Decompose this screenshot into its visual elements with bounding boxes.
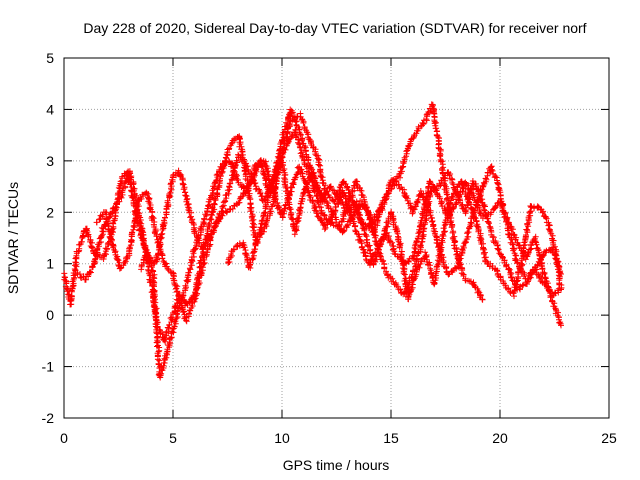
x-axis-label: GPS time / hours <box>283 457 390 473</box>
x-tick-label: 5 <box>169 430 177 446</box>
x-axis-ticks: 0 5 10 15 20 25 <box>60 58 617 446</box>
series-track-3 <box>93 106 564 325</box>
series-track-4 <box>138 157 564 381</box>
marker-trail <box>93 106 564 325</box>
y-tick-label: 3 <box>46 153 54 169</box>
x-tick-label: 25 <box>601 430 617 446</box>
y-axis-label: SDTVAR / TECUs <box>5 182 21 294</box>
y-tick-label: 2 <box>46 204 54 220</box>
marker-trail <box>138 157 564 381</box>
y-tick-label: -1 <box>42 359 55 375</box>
y-tick-label: 5 <box>46 50 54 66</box>
y-tick-label: 1 <box>46 256 54 272</box>
series-track-5 <box>225 159 565 303</box>
data-points <box>61 101 565 381</box>
x-tick-label: 10 <box>274 430 290 446</box>
chart-title: Day 228 of 2020, Sidereal Day-to-day VTE… <box>83 20 586 36</box>
marker-trail <box>225 159 565 303</box>
y-tick-label: -2 <box>42 410 55 426</box>
plot-frame <box>63 57 610 419</box>
y-tick-label: 4 <box>46 101 54 117</box>
x-tick-label: 0 <box>60 430 68 446</box>
y-axis-ticks: -2 -1 0 1 2 3 4 5 <box>42 50 609 426</box>
x-tick-label: 20 <box>492 430 508 446</box>
x-tick-label: 15 <box>383 430 399 446</box>
y-tick-label: 0 <box>46 307 54 323</box>
